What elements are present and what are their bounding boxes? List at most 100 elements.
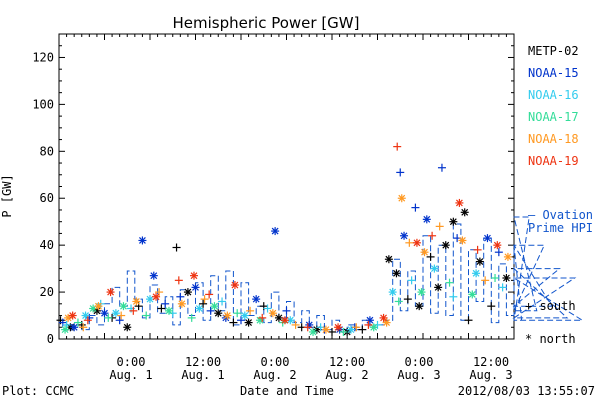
south-point-noaa-18 xyxy=(405,238,414,247)
north-point-noaa-18 xyxy=(503,252,512,261)
south-point-noaa-18 xyxy=(79,323,88,332)
north-point-metp-02 xyxy=(183,288,192,297)
south-point-noaa-17 xyxy=(142,311,151,320)
south-point-noaa-19 xyxy=(393,142,402,151)
south-point-metp-02 xyxy=(403,295,412,304)
south-point-noaa-15 xyxy=(161,299,170,308)
south-point-noaa-19 xyxy=(364,320,373,329)
x-tick-time-label: 12:00 xyxy=(329,355,365,369)
ovation-legend-label: Prime HPI xyxy=(528,221,593,235)
north-point-noaa-19 xyxy=(412,238,421,247)
south-point-metp-02 xyxy=(464,316,473,325)
south-point-noaa-18 xyxy=(246,306,255,315)
south-point-noaa-17 xyxy=(233,309,242,318)
north-point-noaa-17 xyxy=(468,290,477,299)
x-tick-date-label: Aug. 1 xyxy=(181,368,224,382)
north-point-metp-02 xyxy=(475,257,484,266)
south-point-metp-02 xyxy=(172,243,181,252)
north-point-noaa-18 xyxy=(382,318,391,327)
south-point-noaa-19 xyxy=(303,323,312,332)
south-point-noaa-18 xyxy=(435,222,444,231)
y-tick-label: 120 xyxy=(32,50,54,64)
north-point-noaa-15 xyxy=(149,271,158,280)
north-point-noaa-18 xyxy=(397,194,406,203)
south-point-noaa-16 xyxy=(407,276,416,285)
north-point-noaa-16 xyxy=(195,304,204,313)
south-point-noaa-15 xyxy=(206,306,215,315)
north-point-noaa-16 xyxy=(111,309,120,318)
south-point-noaa-15 xyxy=(494,248,503,257)
north-point-metp-02 xyxy=(460,208,469,217)
north-point-noaa-17 xyxy=(417,288,426,297)
north-point-noaa-18 xyxy=(223,311,232,320)
south-point-metp-02 xyxy=(426,252,435,261)
north-point-noaa-15 xyxy=(100,309,109,318)
x-tick-date-label: Aug. 3 xyxy=(397,368,440,382)
legend-entry: NOAA-15 xyxy=(528,66,579,80)
south-point-noaa-17 xyxy=(445,278,454,287)
south-point-noaa-18 xyxy=(481,276,490,285)
north-point-noaa-18 xyxy=(94,302,103,311)
north-point-noaa-18 xyxy=(268,309,277,318)
south-point-noaa-18 xyxy=(117,311,126,320)
south-point-noaa-19 xyxy=(129,306,138,315)
north-point-noaa-17 xyxy=(61,325,70,334)
north-point-metp-02 xyxy=(434,283,443,292)
ovation-line xyxy=(59,216,585,331)
north-point-noaa-15 xyxy=(252,295,261,304)
south-point-noaa-15 xyxy=(411,203,420,212)
legend-entry: NOAA-17 xyxy=(528,110,579,124)
north-point-metp-02 xyxy=(502,274,511,282)
south-point-noaa-19 xyxy=(428,231,437,240)
legend-entry: NOAA-18 xyxy=(528,132,579,146)
north-point-noaa-19 xyxy=(493,241,502,250)
marker-legend-south: + south xyxy=(525,299,576,313)
north-point-noaa-19 xyxy=(334,323,343,332)
south-point-noaa-16 xyxy=(449,292,458,301)
north-point-noaa-15 xyxy=(365,316,374,325)
south-point-noaa-15 xyxy=(396,168,405,177)
south-point-noaa-17 xyxy=(187,313,196,322)
south-point-noaa-19 xyxy=(174,276,183,285)
north-point-noaa-18 xyxy=(458,236,467,245)
south-point-noaa-17 xyxy=(339,327,348,336)
north-point-noaa-17 xyxy=(164,306,173,315)
ovation-series xyxy=(59,216,585,331)
south-point-noaa-19 xyxy=(83,316,92,325)
y-axis-label: P [GW] xyxy=(0,174,14,217)
south-point-metp-02 xyxy=(487,302,496,311)
north-point-noaa-18 xyxy=(420,248,429,257)
x-tick-date-label: Aug. 2 xyxy=(325,368,368,382)
north-point-metp-02 xyxy=(123,323,132,332)
x-tick-time-label: 0:00 xyxy=(261,355,290,369)
south-point-metp-02 xyxy=(328,327,336,336)
north-point-noaa-15 xyxy=(483,234,492,243)
legend: METP-02 NOAA-15 NOAA-16 NOAA-17 NOAA-18 NOAA-… xyxy=(528,44,579,168)
north-point-metp-02 xyxy=(449,217,458,226)
footer-source: Plot: CCMC xyxy=(2,384,74,398)
north-point-noaa-16 xyxy=(472,269,481,278)
north-point-noaa-16 xyxy=(286,316,295,325)
x-tick-date-label: Aug. 3 xyxy=(469,368,512,382)
y-axis: 0 20 40 60 80 100 120 xyxy=(32,33,514,346)
north-point-metp-02 xyxy=(384,255,393,264)
north-point-noaa-16 xyxy=(430,264,439,273)
data-points xyxy=(56,142,512,336)
south-point-noaa-17 xyxy=(73,318,82,327)
south-point-noaa-15 xyxy=(437,163,446,172)
south-point-noaa-15 xyxy=(115,316,124,325)
south-point-noaa-16 xyxy=(218,297,227,306)
x-tick-date-label: Aug. 2 xyxy=(253,368,296,382)
south-point-noaa-18 xyxy=(200,295,209,304)
north-point-metp-02 xyxy=(214,309,223,318)
north-point-noaa-19 xyxy=(189,271,198,280)
south-point-noaa-15 xyxy=(237,316,245,325)
legend-entry: METP-02 xyxy=(528,44,579,58)
north-point-noaa-15 xyxy=(271,227,280,236)
south-point-noaa-18 xyxy=(155,288,164,297)
north-point-noaa-19 xyxy=(379,313,388,322)
north-point-metp-02 xyxy=(392,269,401,278)
ovation-legend-label: — Ovation xyxy=(528,208,593,222)
